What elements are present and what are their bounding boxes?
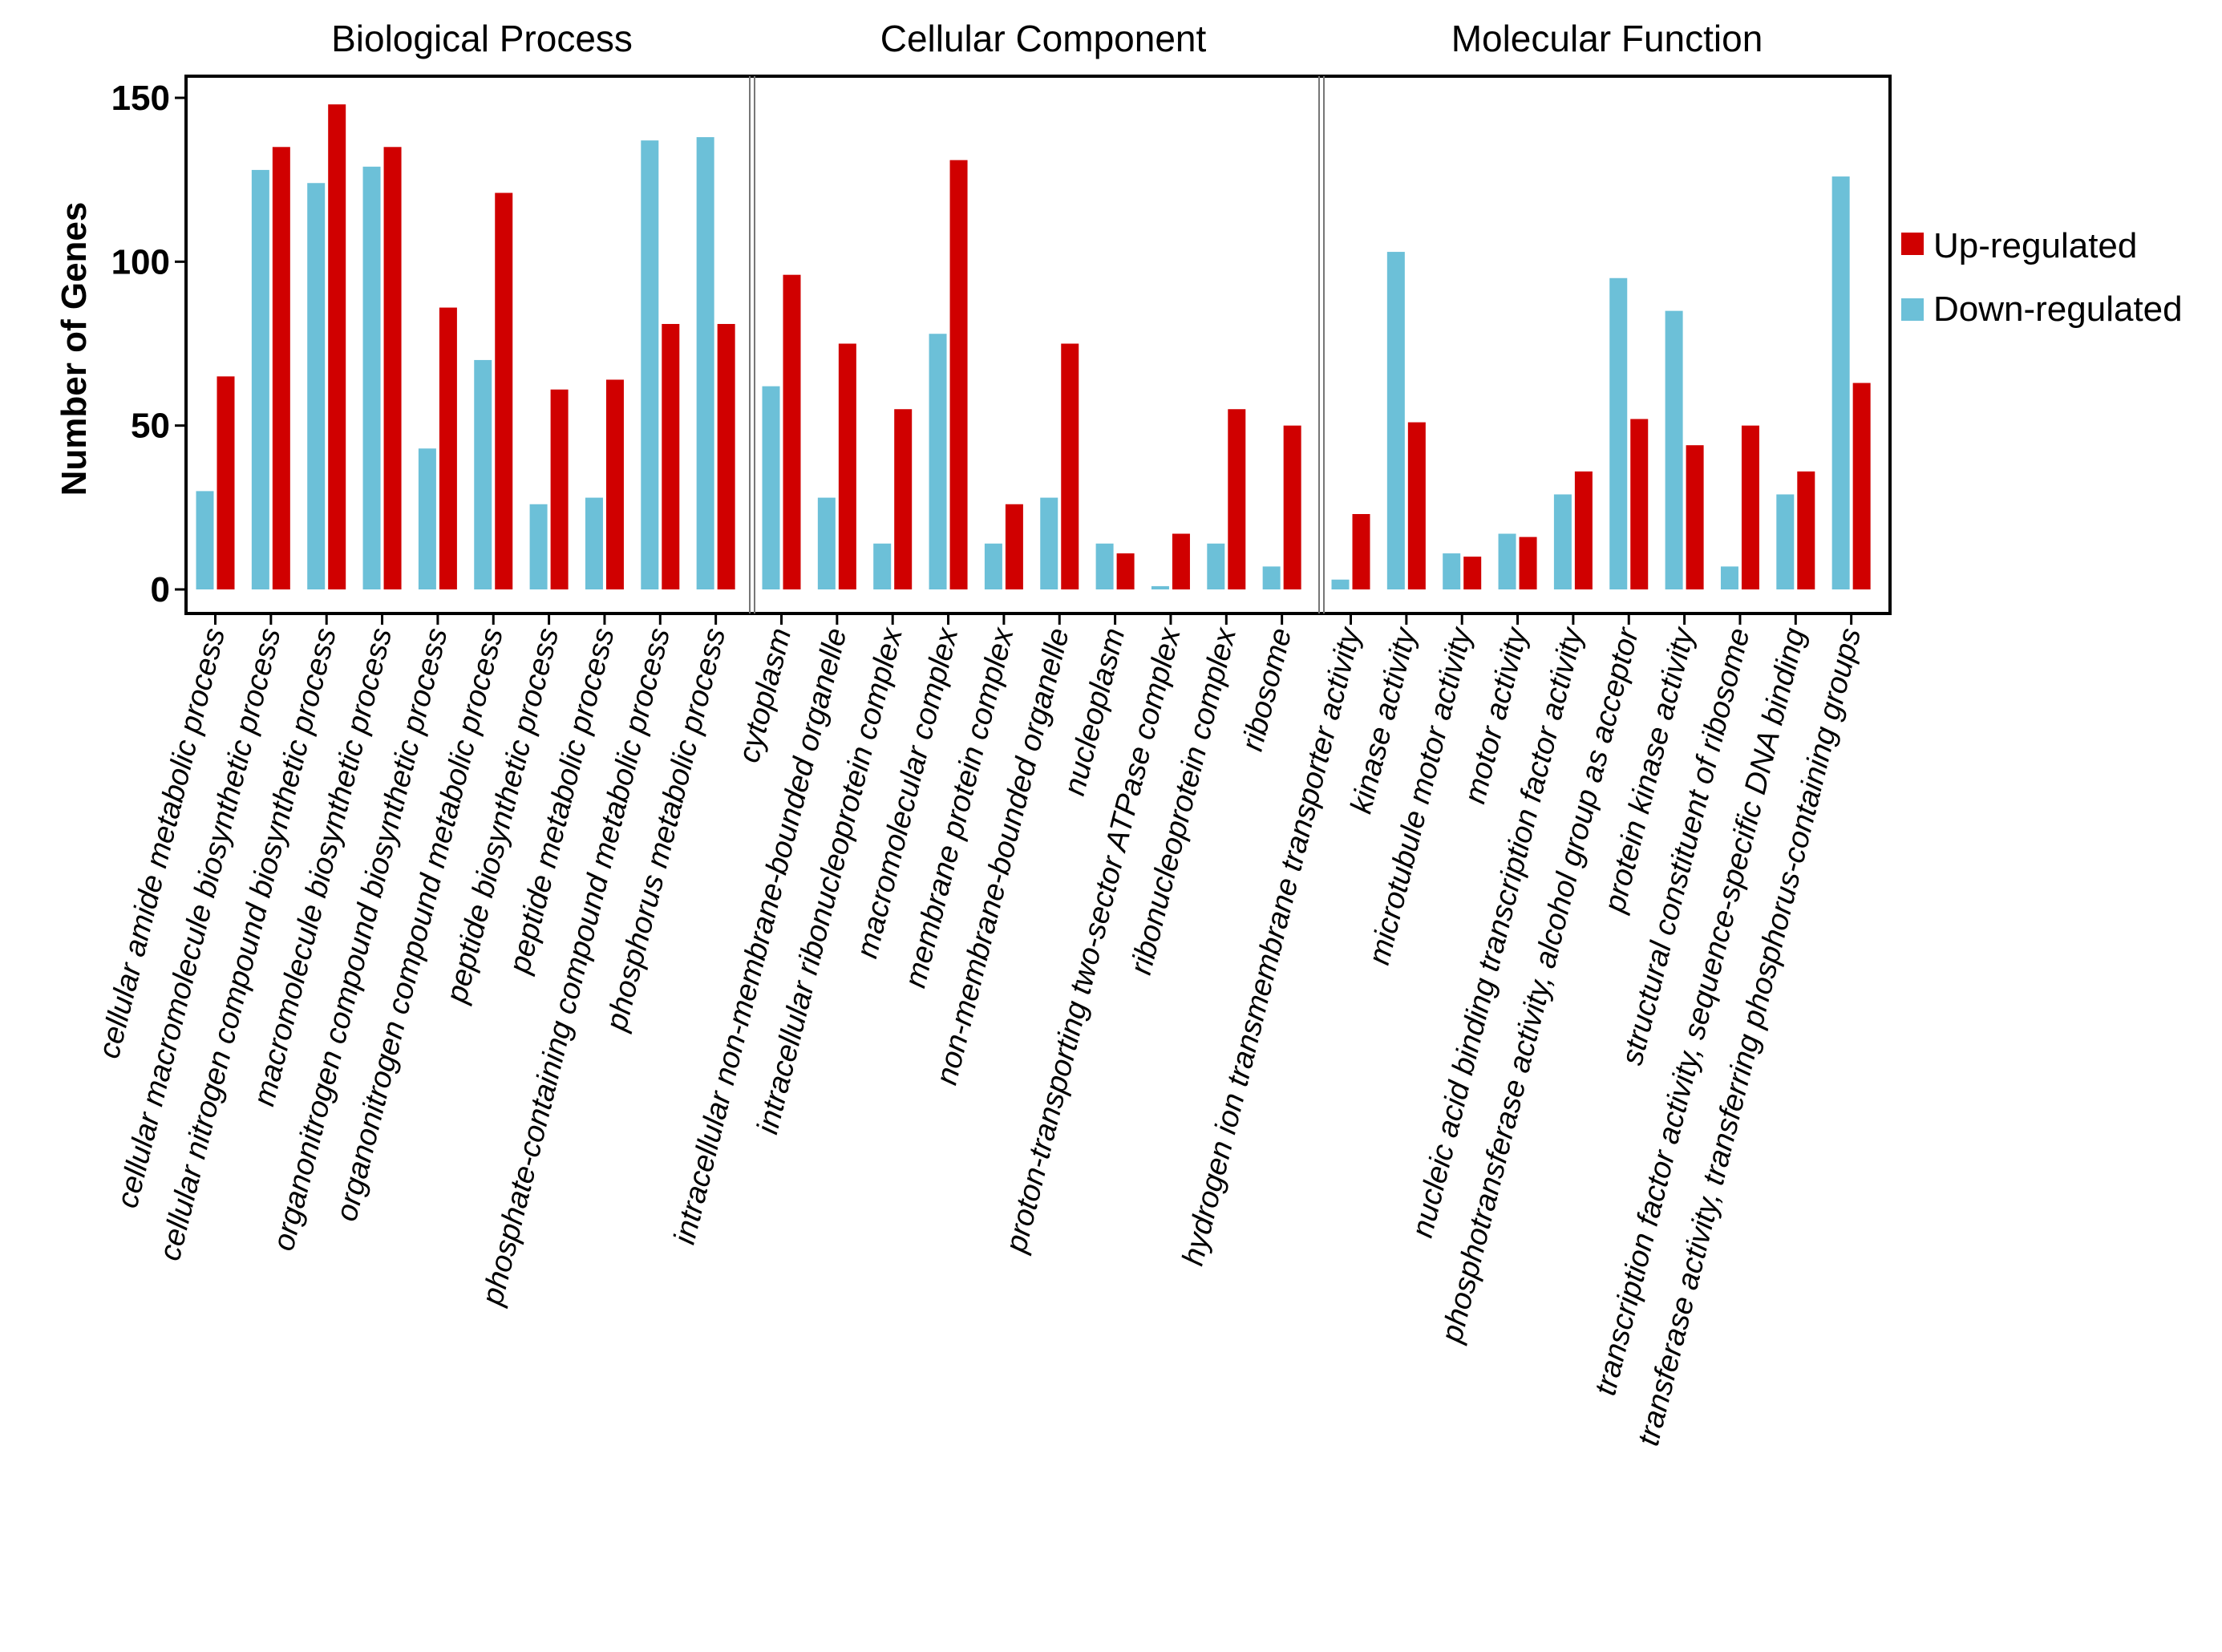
panel-title-1: Cellular Component <box>880 18 1207 59</box>
bar-up-regulated <box>328 104 346 589</box>
bar-down-regulated <box>1151 585 1169 589</box>
bar-up-regulated <box>217 376 235 589</box>
bar-down-regulated <box>585 497 603 589</box>
bar-down-regulated <box>1040 497 1058 589</box>
bar-down-regulated <box>1831 176 1850 589</box>
bar-down-regulated <box>1498 533 1516 589</box>
bar-down-regulated <box>1262 566 1281 589</box>
bar-up-regulated <box>1463 557 1482 589</box>
bar-up-regulated <box>605 379 624 589</box>
bar-down-regulated <box>929 334 947 589</box>
bar-down-regulated <box>1720 566 1738 589</box>
bar-up-regulated <box>1061 343 1079 589</box>
panel-titles: Biological Process Cellular Component Mo… <box>331 18 1763 59</box>
bar-down-regulated <box>873 543 892 589</box>
bar-up-regulated <box>1228 409 1246 589</box>
bar-down-regulated <box>307 183 326 589</box>
x-category-label: ribosome <box>1236 625 1299 755</box>
bar-down-regulated <box>1665 310 1683 589</box>
bar-down-regulated <box>1386 252 1405 589</box>
bar-down-regulated <box>418 448 436 589</box>
y-tick-label: 50 <box>131 407 170 446</box>
y-tick-label: 0 <box>151 570 170 609</box>
x-axis-labels: cellular amide metabolic processcellular… <box>92 613 1868 1449</box>
bar-up-regulated <box>894 409 913 589</box>
bar-up-regulated <box>1686 445 1704 589</box>
legend: Up-regulated Down-regulated <box>1901 226 2183 329</box>
bar-up-regulated <box>1283 425 1301 589</box>
plot-frame <box>184 75 1892 615</box>
bar-up-regulated <box>1519 536 1537 589</box>
bar-up-regulated <box>1797 471 1815 589</box>
bar-down-regulated <box>762 386 780 589</box>
legend-label-up: Up-regulated <box>1933 226 2137 265</box>
y-axis-ticks: 0 50 100 150 <box>111 79 186 609</box>
bar-down-regulated <box>196 491 214 589</box>
bar-up-regulated <box>783 274 801 589</box>
bar-up-regulated <box>1116 553 1135 589</box>
bar-down-regulated <box>1776 494 1795 589</box>
bar-up-regulated <box>272 147 290 590</box>
bar-up-regulated <box>1630 419 1649 589</box>
panel-title-2: Molecular Function <box>1451 18 1763 59</box>
y-axis-label: Number of Genes <box>55 202 94 496</box>
bar-up-regulated <box>1005 504 1023 589</box>
bar-down-regulated <box>696 137 714 590</box>
legend-swatch-up <box>1901 233 1924 255</box>
bar-down-regulated <box>1331 579 1350 589</box>
panel-frames <box>184 75 1892 615</box>
x-category-label: cytoplasm <box>732 625 798 766</box>
bar-up-regulated <box>662 323 680 589</box>
bar-up-regulated <box>383 147 402 590</box>
bar-up-regulated <box>1352 514 1370 589</box>
bar-up-regulated <box>717 323 735 589</box>
bars <box>196 104 1871 590</box>
y-tick-label: 150 <box>111 79 170 118</box>
bar-up-regulated <box>1852 383 1871 589</box>
bar-down-regulated <box>984 543 1002 589</box>
bar-up-regulated <box>1741 425 1759 589</box>
bar-down-regulated <box>817 497 836 589</box>
bar-up-regulated <box>1172 533 1190 589</box>
bar-down-regulated <box>251 169 269 589</box>
bar-up-regulated <box>949 160 968 589</box>
bar-up-regulated <box>495 192 513 589</box>
bar-down-regulated <box>1553 494 1572 589</box>
bar-down-regulated <box>1443 553 1461 589</box>
bar-up-regulated <box>1407 422 1426 589</box>
bar-down-regulated <box>474 359 492 589</box>
bar-down-regulated <box>1095 543 1114 589</box>
panel-title-0: Biological Process <box>331 18 633 59</box>
legend-label-down: Down-regulated <box>1933 290 2183 329</box>
bar-down-regulated <box>529 504 548 589</box>
bar-down-regulated <box>1207 543 1225 589</box>
bar-down-regulated <box>641 140 659 590</box>
legend-swatch-down <box>1901 298 1924 321</box>
bar-up-regulated <box>550 389 569 589</box>
bar-up-regulated <box>1574 471 1593 589</box>
bar-down-regulated <box>1609 277 1628 589</box>
bar-up-regulated <box>838 343 856 589</box>
y-tick-label: 100 <box>111 242 170 281</box>
bar-down-regulated <box>362 166 381 589</box>
bar-up-regulated <box>439 307 457 589</box>
